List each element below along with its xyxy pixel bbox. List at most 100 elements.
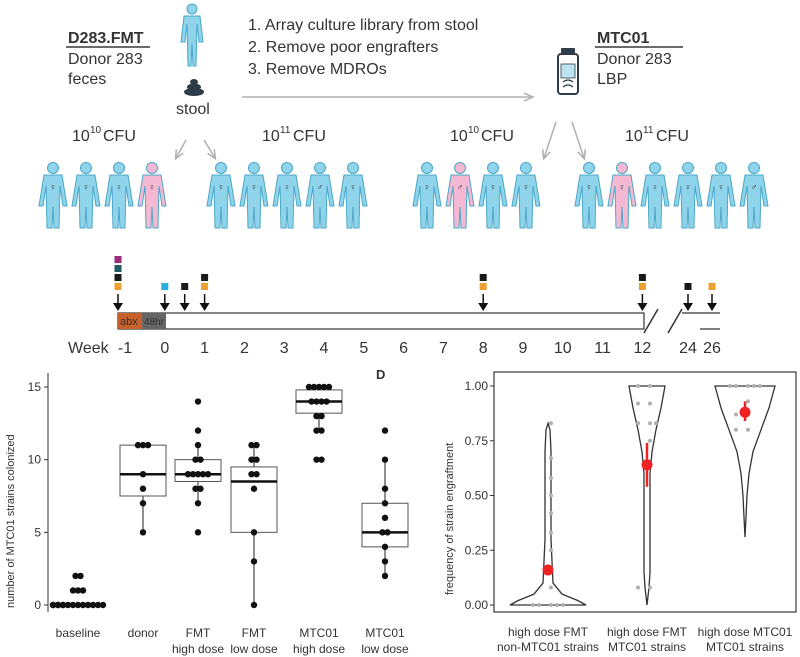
lbp-bottle-icon xyxy=(557,48,579,95)
subject-body xyxy=(673,174,703,229)
subject-body xyxy=(478,174,508,229)
box-x-label-line1: baseline xyxy=(56,626,101,640)
violin-data-point xyxy=(555,603,559,607)
subject-figure-icon: ♀ xyxy=(71,162,101,229)
arrow-to-cohort-4 xyxy=(571,121,584,158)
violin-x-label-line2: MTC01 strains xyxy=(608,640,686,654)
subject-body xyxy=(640,174,670,229)
box-data-point xyxy=(320,383,328,391)
sample-type-square xyxy=(161,283,169,290)
dose-cohort-1-exp: 10 xyxy=(90,125,102,136)
box-data-point xyxy=(194,427,202,434)
subject-figure-icon: ♀ xyxy=(137,162,167,229)
right-product-line2: LBP xyxy=(597,71,627,88)
right-product-line1: Donor 283 xyxy=(597,51,672,68)
sample-type-square xyxy=(684,283,692,290)
box-data-point xyxy=(194,471,202,478)
violin-data-point xyxy=(561,603,565,607)
violin-y-tick-label: 0.00 xyxy=(465,598,489,612)
box-data-point xyxy=(379,529,386,536)
box-y-tick-label: 5 xyxy=(34,525,41,539)
violin-mean-point xyxy=(739,406,751,418)
sampling-arrow-head xyxy=(478,303,489,311)
sampling-arrow-head xyxy=(159,303,170,311)
violin-shape xyxy=(509,420,587,606)
box-group xyxy=(230,441,278,609)
sampling-arrow xyxy=(707,294,717,311)
violin-shape xyxy=(628,385,666,606)
subject-figure-icon: ♀ xyxy=(412,162,442,229)
box-plot-panel: 0 5 10 15 number of MTC01 strains colonized… xyxy=(5,373,409,656)
week-tick-label: 0 xyxy=(160,340,169,357)
subject-head xyxy=(47,162,59,174)
box-data-point xyxy=(250,529,258,536)
week-tick-label: 9 xyxy=(519,340,528,357)
subject-body xyxy=(305,174,335,229)
subject-sex-glyph: ♀ xyxy=(350,182,357,192)
box-data-point xyxy=(74,601,82,609)
violin-x-label-line1: high dose FMT xyxy=(508,625,589,639)
dose-cohort-1-unit: CFU xyxy=(103,128,136,145)
subject-figure-icon: ♀ xyxy=(478,162,508,229)
dose-cohort-3-base: 10 xyxy=(450,128,468,145)
violin-x-label-line1: high dose FMT xyxy=(607,625,688,639)
arrow-to-cohort-3 xyxy=(544,121,557,158)
abx-label: abx xyxy=(120,316,138,328)
sampling-markers xyxy=(113,256,717,311)
box-x-label-line1: FMT xyxy=(186,626,211,640)
violin-data-point xyxy=(531,603,535,607)
dose-label-cohort-2: 10 11 CFU xyxy=(262,125,326,145)
box-data-point xyxy=(139,441,147,449)
box-data-point xyxy=(194,529,202,536)
box-x-label-line2: low dose xyxy=(230,642,278,656)
subject-figure-icon: ♀ xyxy=(706,162,736,229)
subject-sex-glyph: ♀ xyxy=(619,182,626,192)
violin-x-label-line1: high dose MTC01 xyxy=(698,625,793,639)
box-data-point xyxy=(305,383,313,391)
right-product-name: MTC01 xyxy=(597,30,650,47)
subject-figure-icon: ♀ xyxy=(640,162,670,229)
timeline-break-left xyxy=(643,308,659,334)
box-data-point xyxy=(194,441,202,449)
subject-sex-glyph: ♀ xyxy=(490,182,497,192)
box-data-point xyxy=(72,572,79,580)
box-x-label-line2: high dose xyxy=(172,642,224,656)
subject-figure-icon: ♂ xyxy=(739,162,769,229)
subject-body xyxy=(239,174,269,229)
subject-sex-glyph: ♀ xyxy=(424,182,431,192)
box-data-point xyxy=(49,601,57,609)
box-data-point xyxy=(139,471,147,478)
violin-data-point xyxy=(648,401,652,406)
dose-cohort-3-exp: 10 xyxy=(468,125,480,136)
sample-type-square xyxy=(181,283,189,290)
violin-data-point xyxy=(549,548,553,553)
subject-body xyxy=(511,174,541,229)
timeline-break-right xyxy=(667,308,683,334)
sampling-arrow-head xyxy=(637,303,648,311)
subject-head xyxy=(215,162,227,174)
box-data-point xyxy=(310,383,318,391)
violin-data-point xyxy=(549,421,553,426)
dose-cohort-3-unit: CFU xyxy=(481,128,514,145)
box-data-point xyxy=(253,471,260,478)
sample-type-square xyxy=(114,265,122,272)
subject-body xyxy=(706,174,736,229)
week-tick-label: 11 xyxy=(594,340,611,357)
box-data-point xyxy=(253,456,260,463)
box-data-point xyxy=(313,412,320,420)
subject-sex-glyph: ♀ xyxy=(218,182,225,192)
violin-data-point xyxy=(549,585,553,590)
timeline: abx 48hr Week -1 0 1 2 3 4 5 6 7 8 9 10 11 12 24 26 xyxy=(68,256,721,357)
subject-body xyxy=(607,174,637,229)
sampling-arrow-head xyxy=(113,303,123,311)
violin-plot-panel: D 0.00 0.25 0.50 0.75 1.00 frequency of stra… xyxy=(376,367,797,654)
violin-data-point xyxy=(654,421,658,426)
box-data-point xyxy=(381,456,389,463)
violin-mean-point xyxy=(542,564,554,576)
step-3: 3. Remove MDROs xyxy=(248,61,387,78)
abx-segment xyxy=(118,313,142,329)
subject-figure-icon: ♀ xyxy=(206,162,236,229)
sample-type-square xyxy=(479,283,487,290)
box-data-point xyxy=(313,427,320,434)
left-product-name: D283.FMT xyxy=(68,30,144,47)
